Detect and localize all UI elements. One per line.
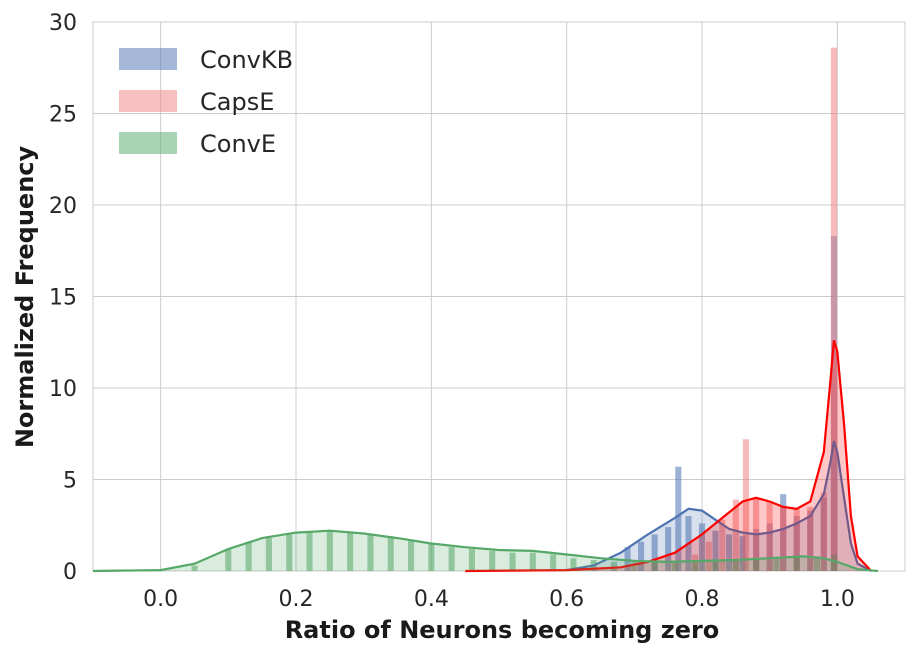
histogram-bar — [529, 552, 536, 571]
histogram-bar — [624, 547, 631, 571]
histogram-bar — [766, 501, 773, 571]
y-axis-title: Normalized Frequency — [11, 145, 39, 448]
histogram-bar — [793, 556, 800, 571]
histogram-bar — [326, 530, 333, 571]
x-axis-title: Ratio of Neurons becoming zero — [285, 616, 720, 644]
y-tick-label: 30 — [49, 11, 77, 36]
grid — [92, 21, 906, 572]
kde-line — [465, 340, 873, 573]
legend-label: ConvE — [200, 130, 276, 158]
histogram-bar — [286, 534, 293, 571]
histogram-bar — [739, 536, 746, 571]
y-tick-label: 15 — [49, 286, 77, 311]
histogram-bar — [705, 541, 712, 571]
kde-lines — [92, 340, 878, 573]
histogram-bar — [732, 499, 739, 571]
histogram-bar — [830, 47, 837, 572]
histogram-bar — [753, 560, 760, 571]
y-tick-label: 10 — [49, 377, 77, 402]
x-tick-label: 0.0 — [143, 587, 178, 612]
x-tick-label: 1.0 — [820, 587, 855, 612]
histogram-bar — [638, 541, 645, 571]
histogram-bar — [550, 554, 557, 571]
legend: ConvKB CapsE ConvE — [119, 46, 293, 158]
histogram-bar — [665, 527, 672, 571]
y-tick-label: 20 — [49, 194, 77, 219]
x-tick-label: 0.6 — [549, 587, 584, 612]
histogram-bar — [407, 539, 415, 571]
histogram-bar — [732, 560, 739, 571]
histogram-bar — [793, 508, 800, 571]
histogram-bars — [191, 47, 837, 572]
histogram-bar — [651, 534, 658, 571]
kde-area — [93, 530, 878, 571]
histogram-bar — [820, 492, 827, 571]
histogram-bar — [675, 466, 682, 571]
histogram-bar — [726, 534, 733, 571]
histogram-bar — [773, 558, 780, 571]
y-tick-label: 0 — [63, 560, 77, 585]
histogram-bar — [225, 549, 232, 571]
legend-label: CapsE — [200, 88, 274, 116]
histogram-bar — [712, 530, 719, 571]
y-tick-label: 25 — [49, 103, 77, 128]
histogram-bar — [306, 532, 313, 571]
histogram-bar — [631, 561, 638, 571]
histogram-bar — [265, 538, 272, 571]
histogram-bar — [719, 519, 726, 571]
histogram-bar — [698, 523, 706, 571]
histogram-bar — [428, 543, 435, 571]
histogram-bar — [813, 556, 821, 571]
histogram-bar — [191, 565, 198, 571]
histogram-bar — [671, 561, 678, 571]
histogram-bar — [489, 550, 496, 571]
histogram-bar — [692, 561, 699, 571]
x-tick-label: 0.8 — [685, 587, 720, 612]
histogram-bar — [712, 561, 719, 571]
kde-line — [566, 440, 872, 572]
axes: 0.0 0.2 0.4 0.6 0.8 1.0 0 5 10 15 20 25 30 — [49, 11, 855, 612]
histogram-bar — [651, 561, 658, 571]
histogram-bar — [367, 534, 374, 571]
kde-area — [465, 340, 872, 571]
histogram-bar — [387, 536, 394, 571]
histogram-bar — [807, 506, 814, 571]
histogram-bar — [610, 561, 618, 571]
histogram-bar — [448, 547, 455, 571]
histogram-bar — [509, 552, 516, 571]
legend-swatch — [119, 90, 177, 112]
legend-label: ConvKB — [200, 46, 293, 74]
x-tick-label: 0.2 — [279, 587, 314, 612]
legend-swatch — [119, 48, 177, 70]
histogram-bar — [780, 506, 787, 571]
legend-swatch — [119, 132, 177, 154]
histogram-bar — [742, 439, 750, 571]
x-tick-label: 0.4 — [414, 587, 449, 612]
kde-line — [92, 529, 878, 573]
histogram-bar — [468, 549, 475, 571]
histogram-bar — [347, 532, 354, 571]
histogram-bar — [570, 558, 577, 571]
histogram-bar — [245, 541, 252, 571]
histogram-bar — [830, 554, 837, 571]
y-tick-label: 5 — [63, 469, 77, 494]
